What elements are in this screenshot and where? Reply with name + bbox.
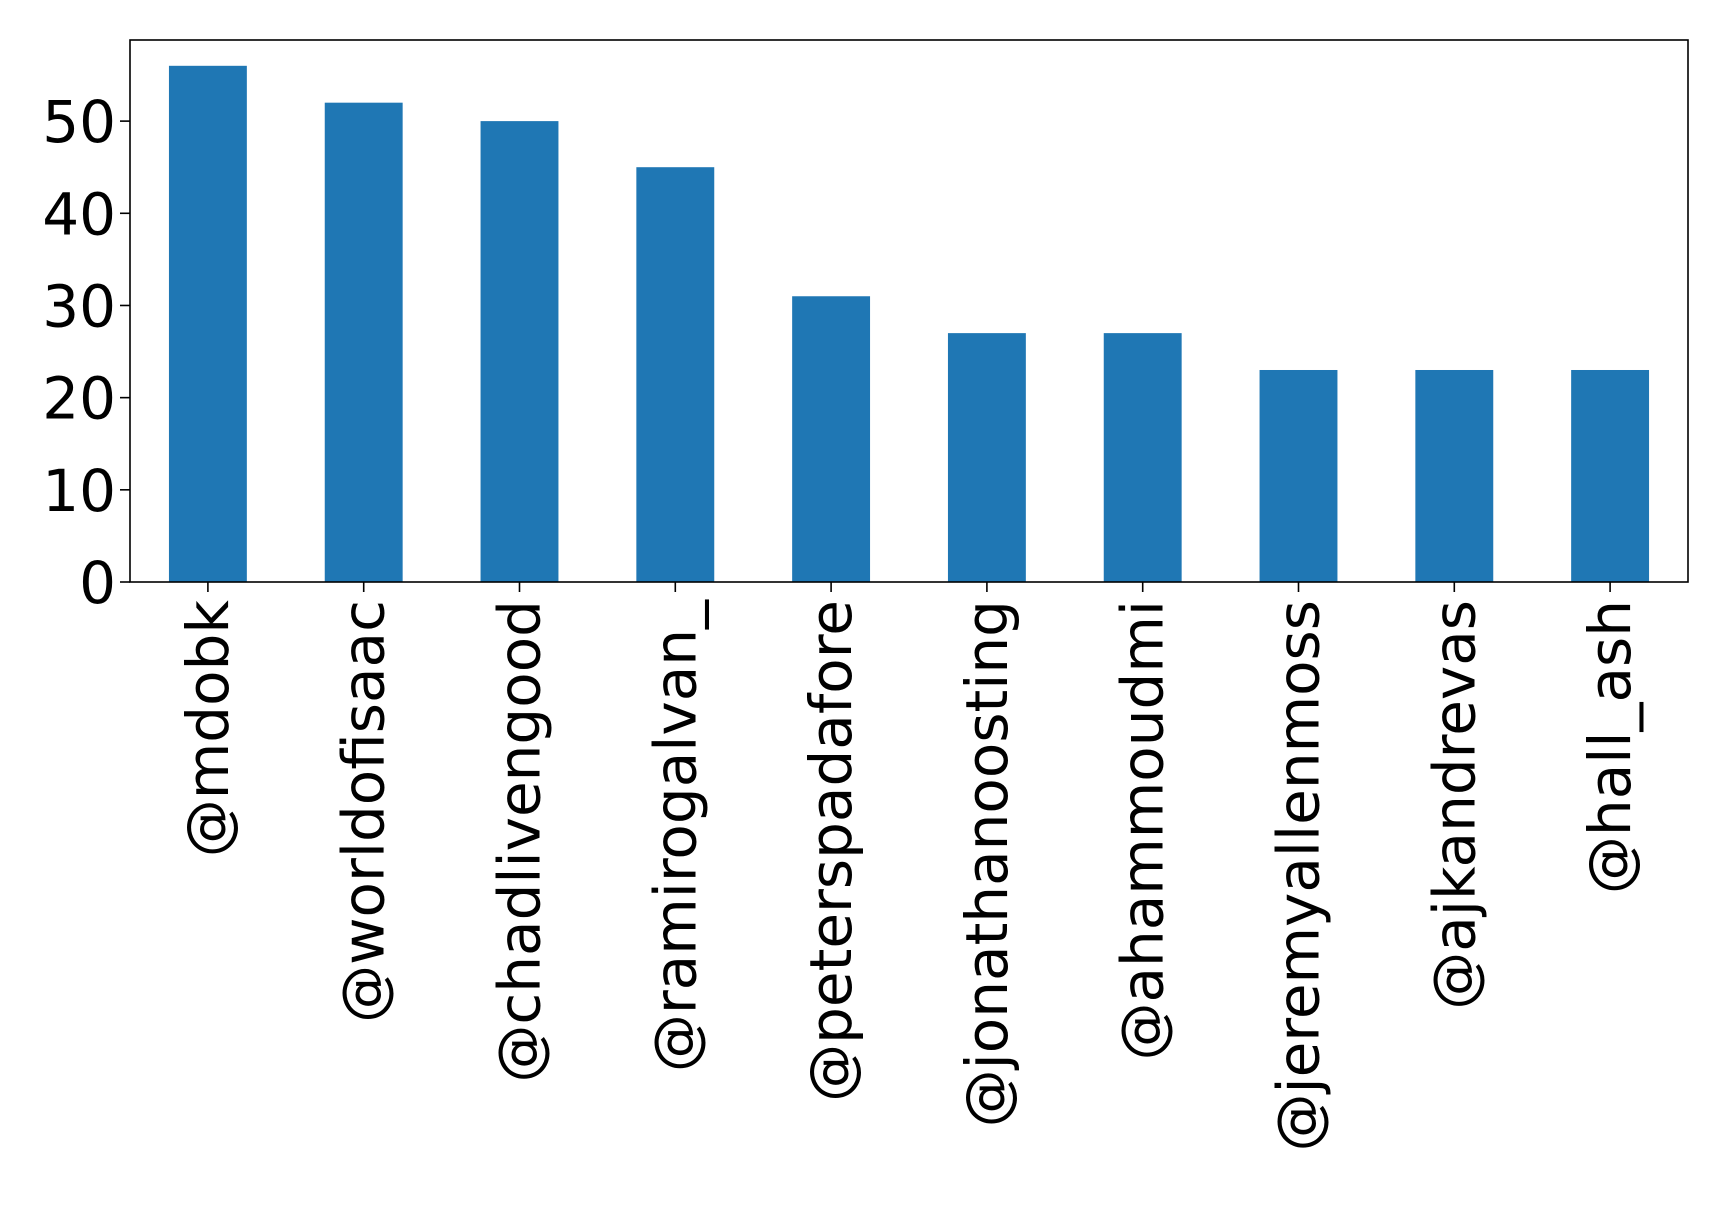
x-tick-label: @chadlivengood xyxy=(486,600,554,1083)
x-tick-label: @ajkandrevas xyxy=(1420,600,1488,1010)
y-tick-label: 0 xyxy=(79,549,116,617)
bar-mdobk xyxy=(168,65,247,583)
bar-peterspadafore xyxy=(792,296,871,582)
bar-ahammoudmi xyxy=(1103,333,1182,582)
y-tick-label: 50 xyxy=(42,88,116,156)
x-tick-label: @ahammoudmi xyxy=(1109,600,1177,1061)
bar-ajkandrevas xyxy=(1415,369,1494,582)
y-tick-label: 30 xyxy=(42,272,116,340)
x-tick-label: @hall_ash xyxy=(1576,600,1644,894)
bar-worldofisaac xyxy=(324,102,403,583)
x-tick-label: @mdobk xyxy=(174,600,242,858)
bar-jonathanoosting xyxy=(947,333,1026,582)
y-tick-label: 40 xyxy=(42,180,116,248)
bar-jeremyallenmoss xyxy=(1259,369,1338,582)
bar-chadlivengood xyxy=(480,121,559,582)
x-tick-label: @worldofisaac xyxy=(330,600,398,1023)
bar-hallash xyxy=(1571,369,1650,582)
bar-ramirogalvan xyxy=(636,167,715,582)
x-tick-label: @jeremyallenmoss xyxy=(1265,600,1333,1152)
y-axis: 0 10 20 30 40 50 xyxy=(42,88,130,617)
x-tick-label: @jonathanoosting xyxy=(953,600,1021,1127)
y-tick-label: 20 xyxy=(42,365,116,433)
x-tick-label: @ramirogalvan_ xyxy=(641,599,709,1072)
x-axis: @mdobk @worldofisaac @chadlivengood @ramiro… xyxy=(174,582,1644,1152)
plot-frame xyxy=(129,39,1689,583)
y-tick-label: 10 xyxy=(42,457,116,525)
x-tick-label: @peterspadafore xyxy=(797,600,865,1102)
bars-group xyxy=(168,65,1650,583)
